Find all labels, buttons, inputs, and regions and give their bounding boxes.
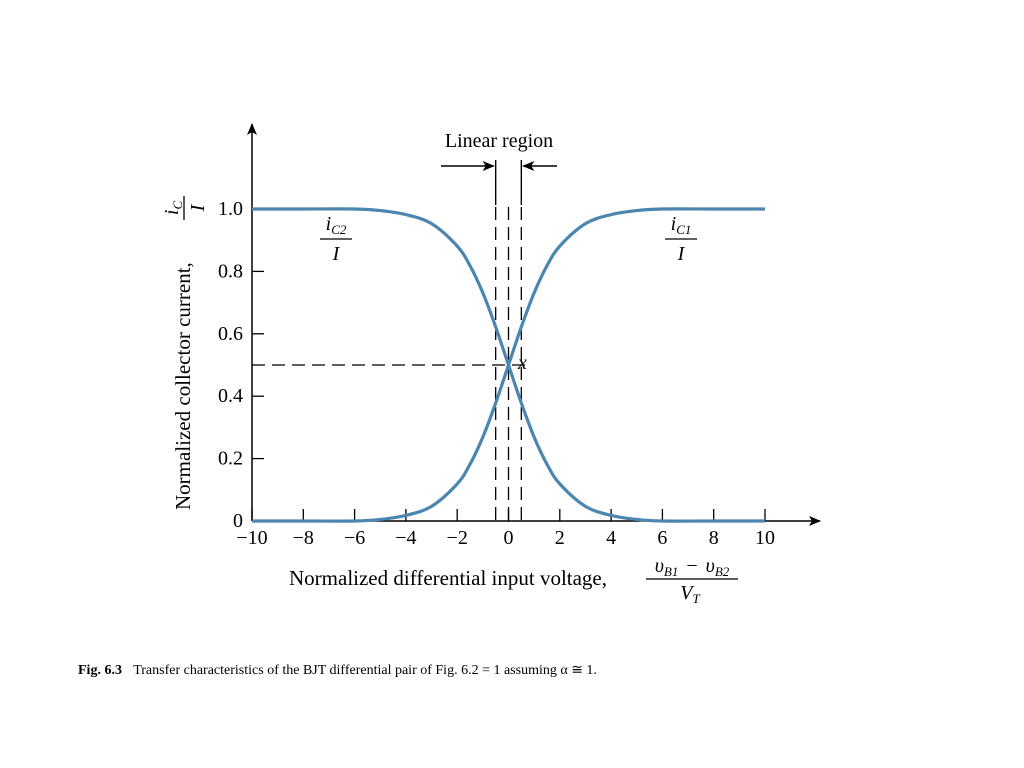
x-tick-label: −6 [344, 527, 365, 549]
figure-caption: Fig. 6.3 Transfer characteristics of the… [78, 662, 597, 679]
series-label-ic2-numerator: iC2 [326, 213, 347, 237]
series-label-ic2: iC2 I [320, 213, 352, 265]
x-tick-label: 8 [709, 527, 719, 549]
y-tick-label: 0.6 [218, 323, 243, 345]
x-tick-label: 0 [504, 527, 514, 549]
axes: −10 −8 −6 −4 −2 0 2 4 6 8 10 0 0.2 0.4 0.6 0.8 1.0 [218, 123, 821, 549]
x-tick-label: −10 [236, 527, 267, 549]
x-axis-symbol-v2: υ [706, 555, 715, 577]
x-axis-symbol-denominator: VT [680, 582, 700, 606]
x-tick-label: −8 [293, 527, 314, 549]
series-label-ic2-denominator: I [332, 243, 341, 265]
x-axis-symbol-subT: T [692, 591, 700, 606]
x-axis-symbol-minus: − [686, 555, 697, 577]
linear-region-label: Linear region [445, 130, 553, 152]
series-label-ic1-numerator: iC1 [671, 213, 692, 237]
y-axis-label: Normalized collector current, [171, 262, 195, 510]
curves [251, 207, 765, 523]
y-tick-label: 1.0 [218, 198, 243, 220]
x-tick-label: −4 [395, 527, 416, 549]
x-tick-label: 6 [657, 527, 667, 549]
y-tick-label: 0.2 [218, 448, 243, 470]
y-tick-label: 0.4 [218, 385, 243, 407]
y-axis-symbol-subscript: C [170, 201, 185, 210]
x-tick-label: 2 [555, 527, 565, 549]
x-axis-symbol-numerator: υB1− υB2 [655, 555, 730, 579]
caption-text: Transfer characteristics of the BJT diff… [133, 663, 597, 678]
caption-label: Fig. 6.3 [78, 663, 122, 678]
x-axis-symbol-V: V [680, 582, 695, 604]
series-line-ic2 [252, 207, 765, 523]
y-axis-symbol-numerator: iC [161, 201, 185, 216]
y-axis-symbol: iC I [161, 196, 209, 220]
x-tick-label: 4 [606, 527, 616, 549]
x-axis-symbol-v1: υ [655, 555, 664, 577]
x-tick-label: −2 [447, 527, 468, 549]
series-label-ic1-denominator: I [677, 243, 686, 265]
x-axis-label: Normalized differential input voltage, [289, 566, 607, 590]
y-axis-symbol-denominator: I [187, 203, 209, 212]
series-label-ic2-subscript: C2 [331, 222, 347, 237]
series-label-ic1: iC1 I [665, 213, 697, 265]
x-axis-symbol-sub1: B1 [664, 564, 678, 579]
series-label-ic1-subscript: C1 [676, 222, 691, 237]
y-tick-label: 0.8 [218, 260, 243, 282]
guide-lines [252, 160, 557, 521]
x-tick-label: 10 [755, 527, 775, 549]
y-tick-label: 0 [233, 510, 243, 532]
crossing-point-label: x [517, 352, 527, 374]
x-axis-symbol-sub2: B2 [715, 564, 730, 579]
